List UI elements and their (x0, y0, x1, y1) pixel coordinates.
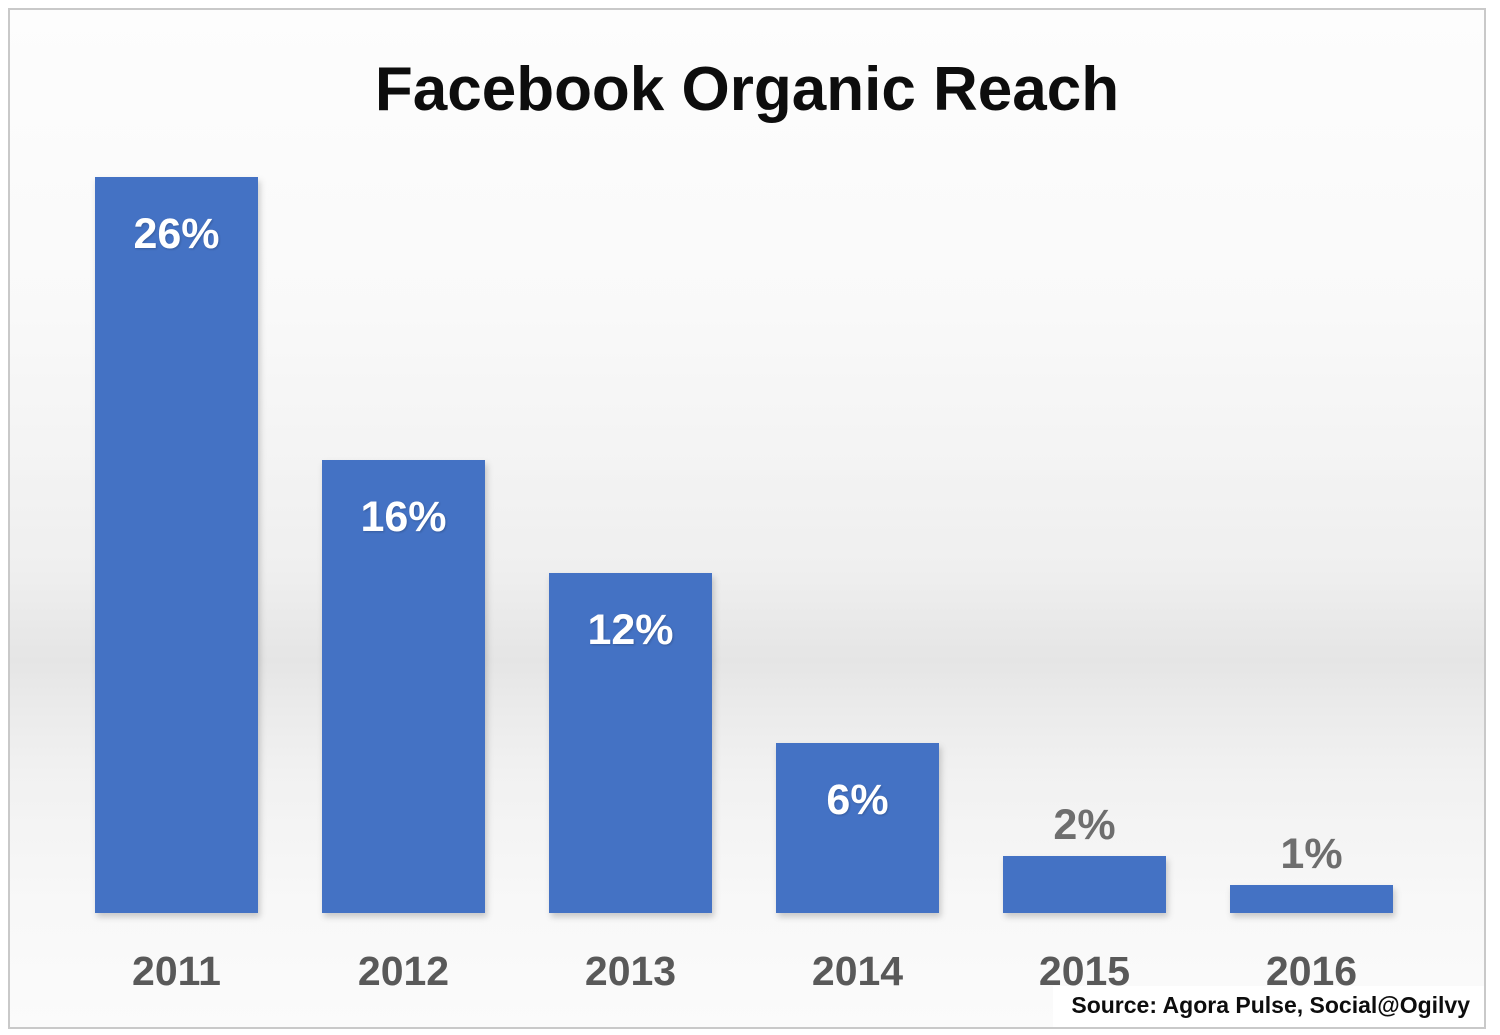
x-tick-2012: 2012 (357, 948, 450, 994)
value-label-2012: 16% (360, 493, 447, 541)
bar-2016 (1230, 885, 1393, 913)
bar-column-2015: 2% (1003, 804, 1166, 913)
value-label-2015: 2% (1053, 801, 1116, 849)
value-label-2016: 1% (1280, 830, 1343, 878)
bar-column-2011: 26% (95, 177, 258, 913)
bar-column-2014: 6% (776, 743, 939, 913)
bar-2014: 6% (776, 743, 939, 913)
bar-2013: 12% (549, 573, 712, 913)
bar-column-2013: 12% (549, 573, 712, 913)
plot-area: 26% 16% 12% 6% 2% 1% (95, 177, 1393, 913)
bar-column-2012: 16% (322, 460, 485, 913)
x-tick-2011: 2011 (132, 948, 221, 994)
value-label-2011: 26% (133, 210, 220, 258)
bar-2011: 26% (95, 177, 258, 913)
slide-frame: Facebook Organic Reach 26% 16% 12% 6% 2% 1% 2… (8, 8, 1486, 1029)
x-tick-2013: 2013 (584, 948, 677, 994)
bar-2015 (1003, 856, 1166, 913)
chart-title: Facebook Organic Reach (374, 55, 1120, 124)
bar-column-2016: 1% (1230, 833, 1393, 913)
source-caption: Source: Agora Pulse, Social@Ogilvy (1053, 986, 1484, 1027)
bar-2012: 16% (322, 460, 485, 913)
value-label-2013: 12% (587, 606, 674, 654)
value-label-2014: 6% (826, 776, 889, 824)
x-tick-2014: 2014 (811, 948, 904, 994)
